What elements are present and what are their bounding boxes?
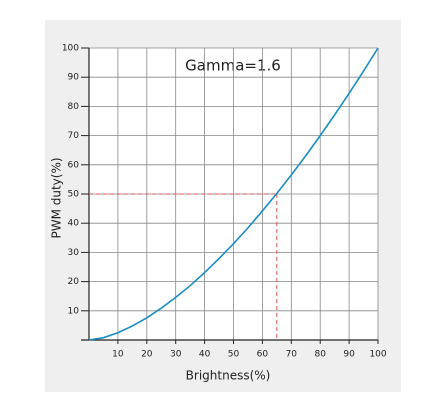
x-tick-label: 30: [170, 350, 182, 360]
x-tick-label: 70: [286, 350, 298, 360]
x-tick-label: 10: [112, 350, 124, 360]
line-series: [88, 47, 379, 341]
y-tick-label: 40: [68, 219, 80, 229]
x-tick-label: 20: [141, 350, 153, 360]
x-tick-label: 90: [343, 350, 355, 360]
y-tick-label: 60: [68, 160, 80, 170]
x-tick-label: 80: [314, 350, 326, 360]
y-tick-label: 100: [62, 44, 79, 54]
x-tick-label: 50: [228, 350, 240, 360]
y-tick-label: 10: [68, 306, 80, 316]
x-axis-label: Brightness(%): [186, 369, 271, 383]
x-tick-label: 60: [257, 350, 269, 360]
x-tick-label: 40: [199, 350, 211, 360]
x-tick-label: 100: [369, 350, 386, 360]
annotation: Gamma=1.6: [185, 57, 281, 75]
y-tick-label: 70: [68, 131, 80, 141]
y-tick-label: 30: [68, 248, 80, 258]
y-axis-label: PWM duty(%): [50, 157, 64, 238]
y-tick-label: 50: [68, 190, 80, 200]
y-tick-label: 80: [68, 102, 80, 112]
y-tick-label: 90: [68, 73, 80, 83]
y-tick-label: 20: [68, 277, 80, 287]
